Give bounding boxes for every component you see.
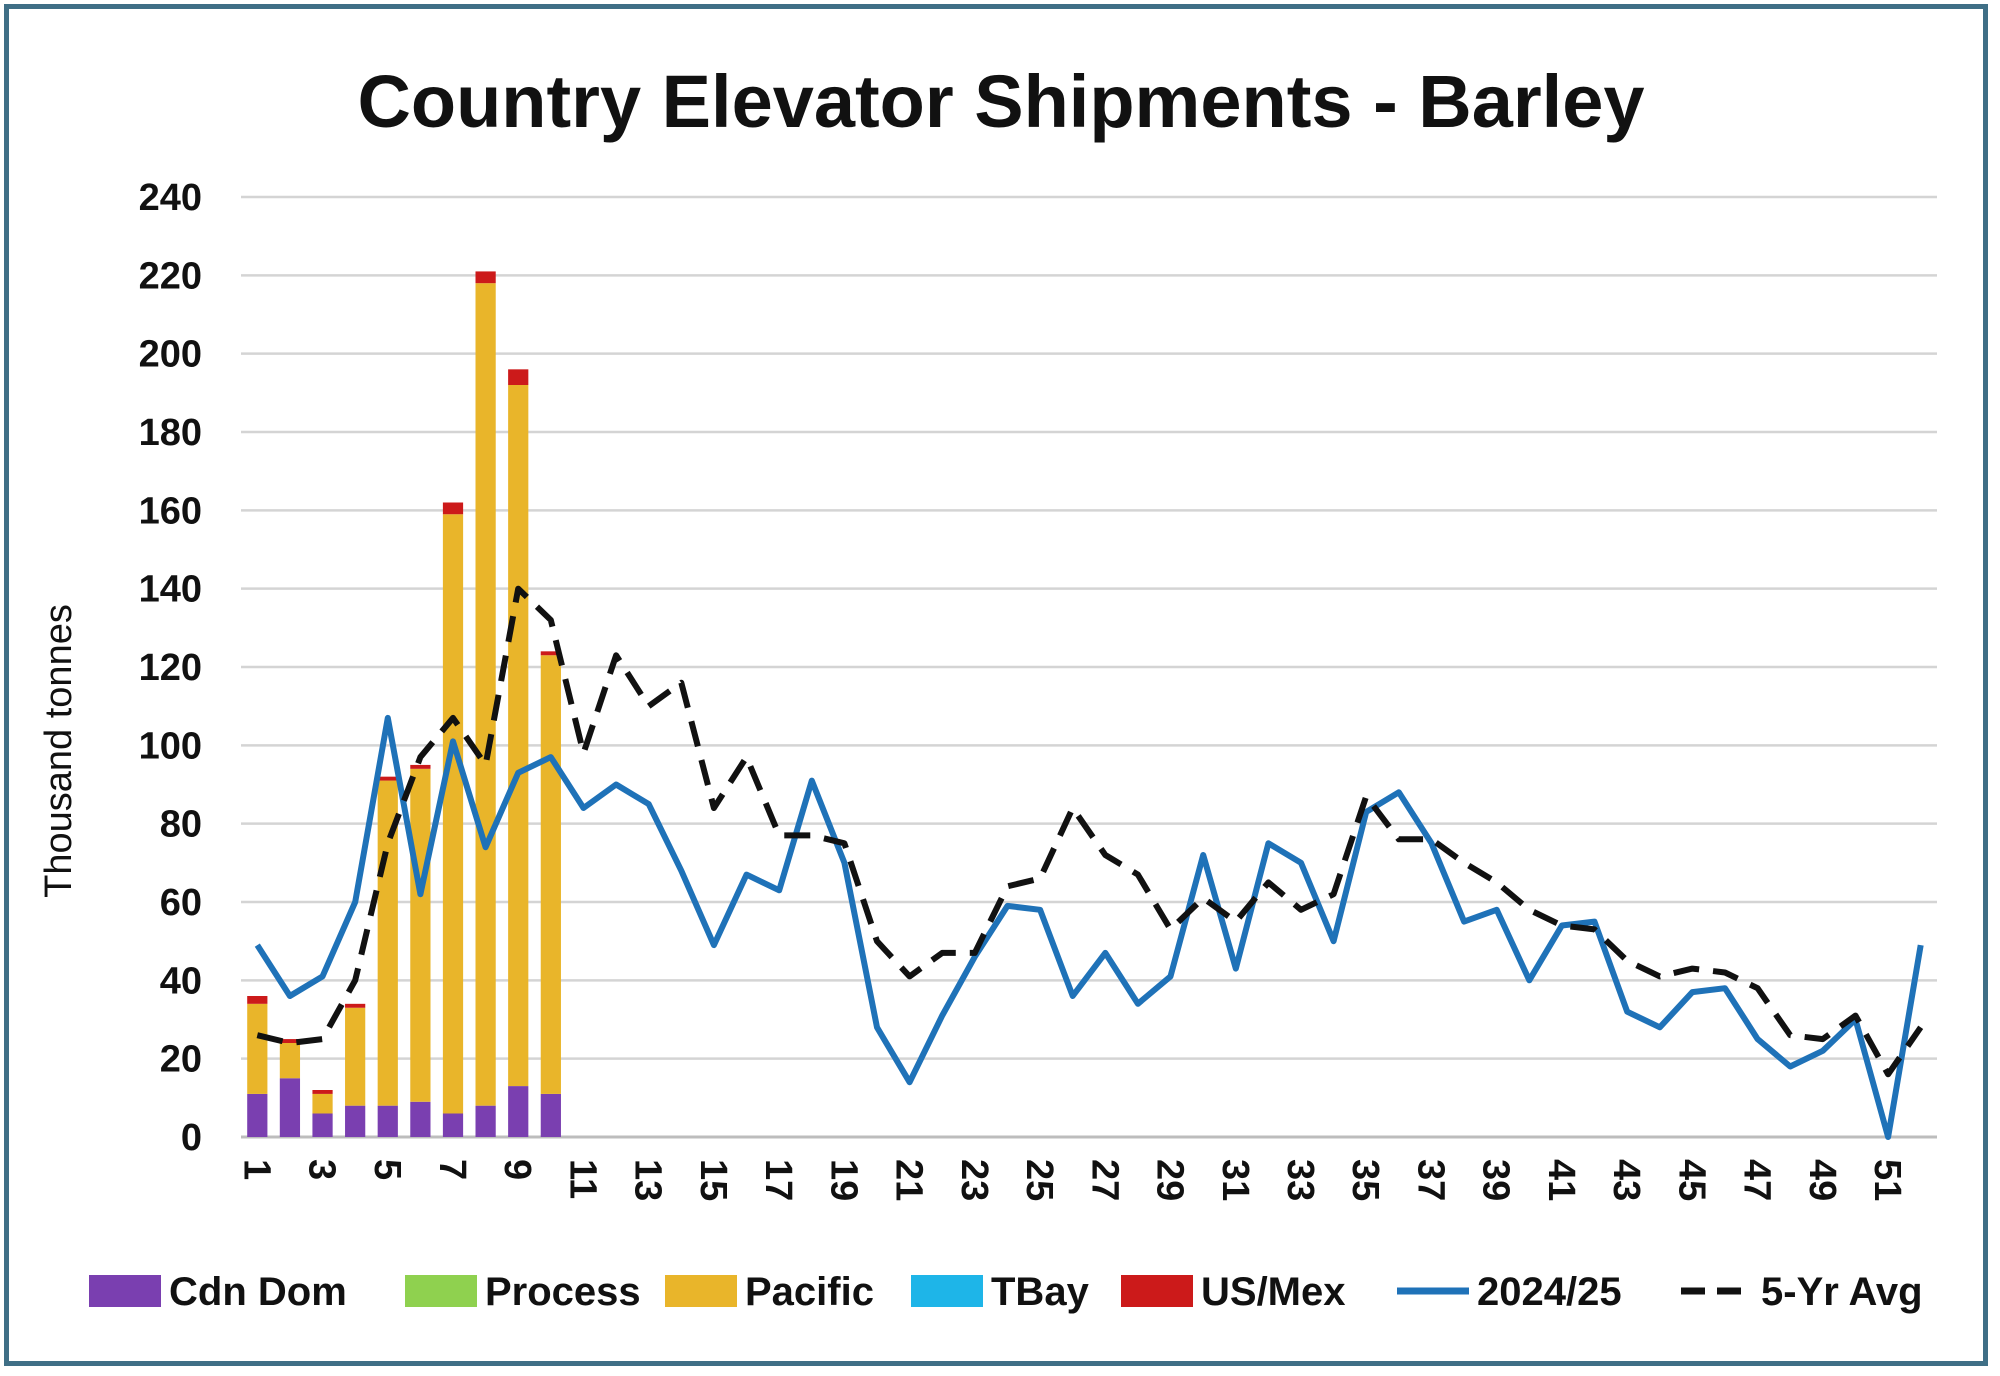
bar-segment [410,1101,431,1137]
bar-segment [345,1003,366,1008]
legend-label: 2024/25 [1477,1270,1622,1314]
bar-segment [475,283,496,1106]
legend-swatch [911,1275,983,1307]
y-tick-label: 20 [160,1039,202,1081]
bar-segment [410,768,431,1102]
x-tick-label: 13 [627,1159,669,1201]
bar-segment [345,1105,366,1137]
bar-segment [508,1086,529,1137]
legend-swatch [89,1275,161,1307]
y-axis: 0 20 40 60 80 100 120 140 160 180 200 220 240 [139,177,202,1159]
x-tick-label: 43 [1605,1159,1647,1201]
x-tick-label: 9 [496,1159,538,1180]
bar-segment [442,514,464,1114]
bar-segment [410,764,431,769]
bar-segment [312,1090,333,1094]
x-tick-label: 5 [366,1159,408,1180]
y-tick-label: 200 [139,334,202,376]
x-tick-label: 35 [1344,1159,1386,1201]
bar-segment [377,776,398,781]
x-tick-label: 19 [822,1159,864,1201]
bar-segment [247,996,268,1004]
bar-segment [540,1093,561,1137]
stacked-bars [247,271,561,1137]
bar-segment [377,1105,398,1137]
legend: Cdn Dom Process Pacific TBay US/Mex 2024/25 5-… [89,1270,1923,1314]
bar-segment [345,1007,366,1106]
bar-segment [312,1113,333,1137]
bar-segment [247,1003,268,1094]
y-tick-label: 40 [160,960,202,1002]
legend-swatch [665,1275,737,1307]
x-tick-label: 47 [1736,1159,1778,1201]
bar-segment [247,1093,268,1137]
x-tick-label: 21 [888,1159,930,1201]
x-tick-label: 31 [1214,1159,1256,1201]
y-tick-label: 120 [139,647,202,689]
bar-segment [442,1113,464,1137]
series-line [254,714,1924,1140]
x-tick-label: 51 [1866,1159,1908,1201]
y-tick-label: 100 [139,725,202,767]
legend-label: Pacific [745,1270,874,1314]
y-tick-label: 0 [181,1117,202,1159]
y-tick-label: 140 [139,569,202,611]
x-axis: 1 3 5 7 9 11 13 15 17 19 21 23 25 27 29 31 33 35 37 39 41 43 4… [235,1159,1908,1201]
bar-segment [312,1093,333,1114]
y-tick-label: 220 [139,255,202,297]
x-tick-label: 7 [431,1159,473,1180]
y-axis-title: Thousand tonnes [38,604,80,898]
bar-segment [508,385,529,1087]
x-tick-label: 1 [235,1159,277,1180]
bar-segment [475,271,496,284]
legend-label: US/Mex [1201,1270,1346,1314]
legend-label: 5-Yr Avg [1761,1270,1923,1314]
chart-title: Country Elevator Shipments - Barley [357,60,1644,143]
y-tick-label: 240 [139,177,202,219]
y-tick-label: 80 [160,804,202,846]
bar-segment [508,369,529,385]
line-series [254,585,1924,1140]
y-tick-label: 60 [160,882,202,924]
legend-label: Process [485,1270,641,1314]
x-tick-label: 33 [1279,1159,1321,1201]
y-tick-label: 160 [139,490,202,532]
legend-label: Cdn Dom [169,1270,347,1314]
x-tick-label: 41 [1540,1159,1582,1201]
bar-segment [442,502,464,515]
legend-swatch [1121,1275,1193,1307]
x-tick-label: 39 [1475,1159,1517,1201]
x-tick-label: 23 [953,1159,995,1201]
bar-segment [540,655,561,1094]
bar-segment [540,651,561,656]
bar-segment [279,1039,301,1043]
x-tick-label: 17 [757,1159,799,1201]
x-tick-label: 25 [1018,1159,1060,1201]
x-tick-label: 49 [1801,1159,1843,1201]
x-tick-label: 37 [1409,1159,1451,1201]
bar-segment [279,1043,301,1079]
chart-frame: Country Elevator Shipments - Barley 0 20 4… [4,4,1988,1366]
legend-label: TBay [991,1270,1090,1314]
x-tick-label: 3 [301,1159,343,1180]
legend-swatch [405,1275,477,1307]
chart-canvas: Country Elevator Shipments - Barley 0 20 4… [38,60,1937,1314]
x-tick-label: 27 [1083,1159,1125,1201]
x-tick-label: 15 [692,1159,734,1201]
x-tick-label: 45 [1670,1159,1712,1201]
bar-segment [279,1078,301,1137]
y-tick-label: 180 [139,412,202,454]
series-line [256,585,1924,1078]
bar-segment [475,1105,496,1137]
x-tick-label: 11 [561,1159,603,1199]
x-tick-label: 29 [1149,1159,1191,1201]
